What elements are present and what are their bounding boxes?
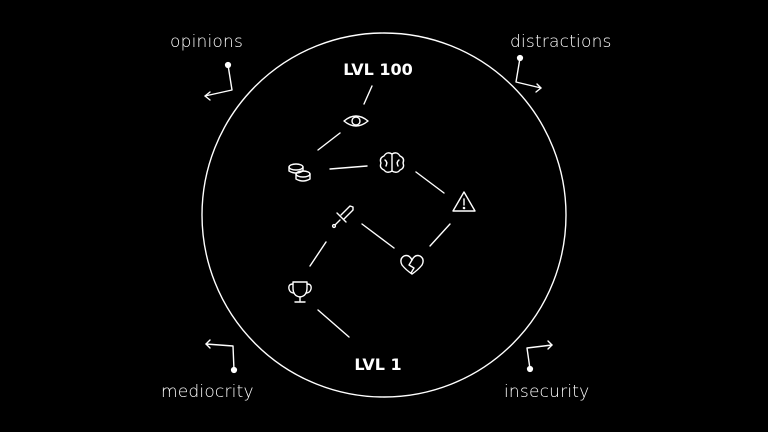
arrow-opinions bbox=[204, 61, 233, 101]
level-top-label: LVL 100 bbox=[343, 60, 413, 79]
brain-icon bbox=[379, 152, 405, 173]
connector-start-trophy bbox=[317, 309, 350, 338]
force-label-mediocrity: mediocrity bbox=[161, 382, 254, 402]
eye-icon bbox=[343, 115, 369, 127]
sword-icon bbox=[331, 205, 354, 229]
force-label-distractions: distractions bbox=[510, 32, 612, 52]
connector-brain-coins bbox=[329, 165, 368, 170]
force-label-insecurity: insecurity bbox=[504, 382, 590, 402]
coins-icon bbox=[288, 163, 311, 182]
connector-heart-warning bbox=[429, 223, 451, 247]
trophy-icon bbox=[288, 281, 312, 303]
connector-trophy-sword bbox=[309, 241, 327, 267]
force-label-opinions: opinions bbox=[170, 32, 244, 52]
level-bottom-label: LVL 1 bbox=[354, 355, 402, 374]
arrow-mediocrity bbox=[205, 339, 238, 374]
arrow-insecurity bbox=[526, 340, 553, 373]
arrow-distractions bbox=[515, 54, 542, 93]
connector-warning-brain bbox=[415, 171, 445, 194]
connector-coins-eye bbox=[317, 132, 341, 151]
path-connectors bbox=[309, 85, 451, 338]
connector-sword-heart bbox=[361, 223, 395, 249]
connector-eye-top bbox=[363, 85, 373, 105]
warning-icon bbox=[452, 191, 476, 212]
broken-heart-icon bbox=[400, 254, 424, 275]
level-circle bbox=[201, 32, 567, 398]
